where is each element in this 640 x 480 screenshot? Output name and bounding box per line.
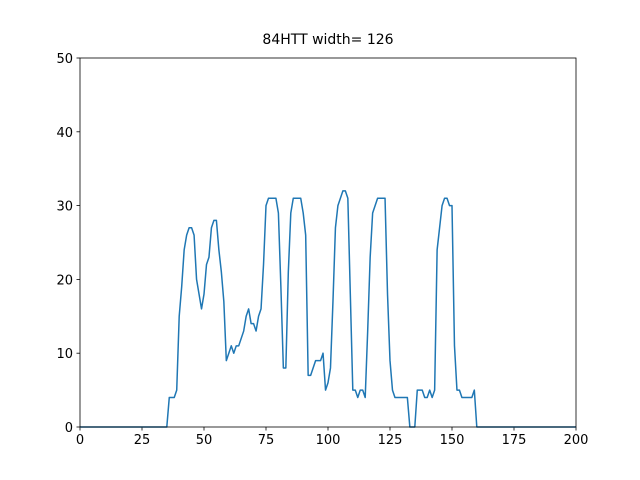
x-tick-label: 175 — [502, 433, 527, 448]
y-tick-label: 10 — [56, 347, 73, 362]
x-tick-label: 0 — [76, 433, 84, 448]
x-tick-label: 75 — [258, 433, 275, 448]
chart-title: 84HTT width= 126 — [262, 32, 393, 48]
x-tick-label: 200 — [564, 433, 589, 448]
y-tick-label: 40 — [56, 126, 73, 141]
x-tick-label: 100 — [316, 433, 341, 448]
y-tick-label: 20 — [56, 273, 73, 288]
x-tick-label: 25 — [134, 433, 151, 448]
data-line — [80, 190, 576, 428]
plot-frame — [79, 57, 577, 428]
y-tick-label: 30 — [56, 200, 73, 215]
y-tick-label: 50 — [56, 52, 73, 67]
y-tick-label: 0 — [65, 421, 73, 436]
x-tick-label: 50 — [196, 433, 213, 448]
x-tick-label: 150 — [440, 433, 465, 448]
x-tick-label: 125 — [378, 433, 403, 448]
